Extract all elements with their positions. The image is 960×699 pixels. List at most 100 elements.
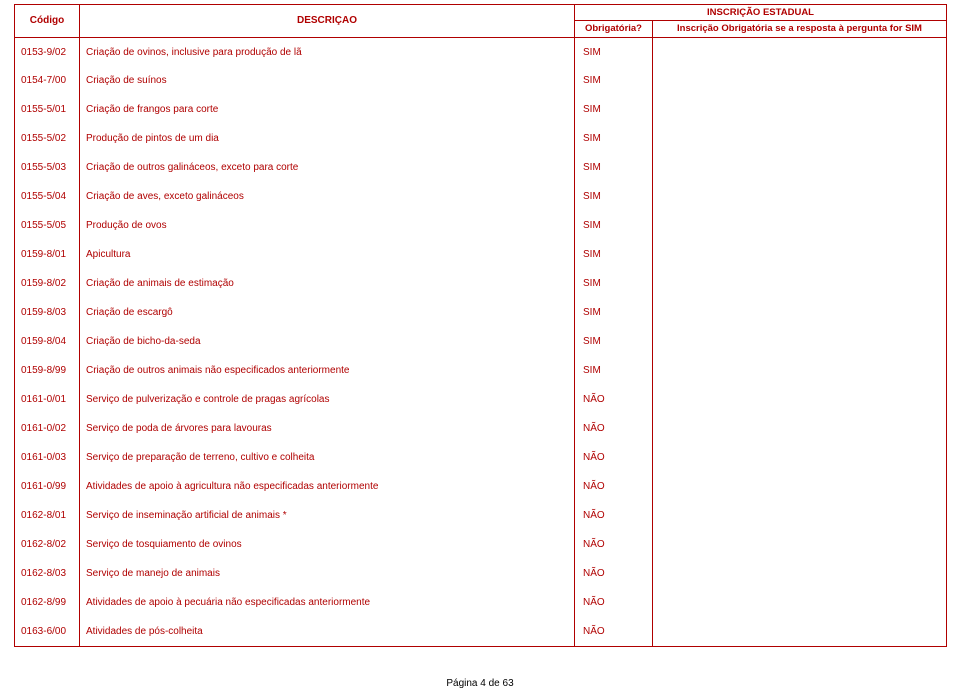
cell-obrigatoria: SIM: [575, 240, 653, 269]
cell-inscricao: [653, 95, 947, 124]
cell-inscricao: [653, 66, 947, 95]
cell-obrigatoria: SIM: [575, 269, 653, 298]
header-codigo: Código: [15, 5, 80, 38]
table-row: 0155-5/04Criação de aves, exceto galinác…: [15, 182, 947, 211]
cell-inscricao: [653, 37, 947, 66]
cell-codigo: 0162-8/03: [15, 559, 80, 588]
cell-descricao: Criação de bicho-da-seda: [80, 327, 575, 356]
cell-descricao: Criação de ovinos, inclusive para produç…: [80, 37, 575, 66]
cell-descricao: Criação de suínos: [80, 66, 575, 95]
cell-descricao: Serviço de pulverização e controle de pr…: [80, 385, 575, 414]
cell-codigo: 0162-8/02: [15, 530, 80, 559]
table-row: 0154-7/00Criação de suínosSIM: [15, 66, 947, 95]
cell-obrigatoria: SIM: [575, 95, 653, 124]
table-row: 0161-0/01Serviço de pulverização e contr…: [15, 385, 947, 414]
cell-inscricao: [653, 211, 947, 240]
cell-obrigatoria: NÃO: [575, 385, 653, 414]
header-obrigatoria: Obrigatória?: [575, 21, 653, 37]
table-header: Código DESCRIÇAO INSCRIÇÃO ESTADUAL Obri…: [15, 5, 947, 38]
cell-codigo: 0154-7/00: [15, 66, 80, 95]
cell-descricao: Criação de escargô: [80, 298, 575, 327]
cell-obrigatoria: SIM: [575, 211, 653, 240]
cell-descricao: Criação de frangos para corte: [80, 95, 575, 124]
table-row: 0155-5/02Produção de pintos de um diaSIM: [15, 124, 947, 153]
cell-descricao: Atividades de apoio à agricultura não es…: [80, 472, 575, 501]
cell-inscricao: [653, 588, 947, 617]
table-row: 0159-8/04Criação de bicho-da-sedaSIM: [15, 327, 947, 356]
cell-obrigatoria: SIM: [575, 153, 653, 182]
header-inscricao-resposta: Inscrição Obrigatória se a resposta à pe…: [653, 21, 947, 37]
cell-codigo: 0159-8/04: [15, 327, 80, 356]
cell-inscricao: [653, 298, 947, 327]
cell-inscricao: [653, 356, 947, 385]
cell-descricao: Serviço de manejo de animais: [80, 559, 575, 588]
cell-descricao: Produção de pintos de um dia: [80, 124, 575, 153]
table-row: 0161-0/99Atividades de apoio à agricultu…: [15, 472, 947, 501]
table-row: 0159-8/01ApiculturaSIM: [15, 240, 947, 269]
table-row: 0162-8/99Atividades de apoio à pecuária …: [15, 588, 947, 617]
cell-obrigatoria: NÃO: [575, 588, 653, 617]
cell-obrigatoria: SIM: [575, 298, 653, 327]
cell-descricao: Serviço de inseminação artificial de ani…: [80, 501, 575, 530]
table-row: 0161-0/02Serviço de poda de árvores para…: [15, 414, 947, 443]
cell-descricao: Criação de animais de estimação: [80, 269, 575, 298]
cell-codigo: 0155-5/01: [15, 95, 80, 124]
cell-descricao: Apicultura: [80, 240, 575, 269]
header-inscricao-estadual: INSCRIÇÃO ESTADUAL: [575, 5, 947, 21]
cell-obrigatoria: SIM: [575, 37, 653, 66]
cell-codigo: 0161-0/01: [15, 385, 80, 414]
cell-obrigatoria: NÃO: [575, 443, 653, 472]
cell-codigo: 0155-5/02: [15, 124, 80, 153]
cell-descricao: Serviço de preparação de terreno, cultiv…: [80, 443, 575, 472]
table-row: 0162-8/02Serviço de tosquiamento de ovin…: [15, 530, 947, 559]
table-row: 0159-8/03Criação de escargôSIM: [15, 298, 947, 327]
cell-inscricao: [653, 269, 947, 298]
cell-inscricao: [653, 182, 947, 211]
data-table: Código DESCRIÇAO INSCRIÇÃO ESTADUAL Obri…: [14, 4, 947, 647]
cell-codigo: 0159-8/02: [15, 269, 80, 298]
table-container: Código DESCRIÇAO INSCRIÇÃO ESTADUAL Obri…: [0, 0, 960, 647]
cell-inscricao: [653, 124, 947, 153]
table-row: 0159-8/02Criação de animais de estimação…: [15, 269, 947, 298]
cell-obrigatoria: SIM: [575, 356, 653, 385]
cell-codigo: 0159-8/03: [15, 298, 80, 327]
header-descricao: DESCRIÇAO: [80, 5, 575, 38]
cell-codigo: 0161-0/02: [15, 414, 80, 443]
cell-obrigatoria: SIM: [575, 182, 653, 211]
cell-codigo: 0161-0/03: [15, 443, 80, 472]
cell-descricao: Serviço de tosquiamento de ovinos: [80, 530, 575, 559]
cell-descricao: Produção de ovos: [80, 211, 575, 240]
table-row: 0155-5/01Criação de frangos para corteSI…: [15, 95, 947, 124]
cell-obrigatoria: SIM: [575, 327, 653, 356]
cell-obrigatoria: SIM: [575, 124, 653, 153]
cell-obrigatoria: NÃO: [575, 559, 653, 588]
cell-inscricao: [653, 559, 947, 588]
table-row: 0162-8/01Serviço de inseminação artifici…: [15, 501, 947, 530]
cell-obrigatoria: NÃO: [575, 530, 653, 559]
cell-inscricao: [653, 530, 947, 559]
cell-codigo: 0155-5/03: [15, 153, 80, 182]
table-row: 0163-6/00Atividades de pós-colheitaNÃO: [15, 617, 947, 646]
cell-codigo: 0162-8/99: [15, 588, 80, 617]
cell-codigo: 0153-9/02: [15, 37, 80, 66]
table-row: 0155-5/03Criação de outros galináceos, e…: [15, 153, 947, 182]
cell-codigo: 0155-5/04: [15, 182, 80, 211]
table-row: 0161-0/03Serviço de preparação de terren…: [15, 443, 947, 472]
cell-codigo: 0161-0/99: [15, 472, 80, 501]
cell-obrigatoria: NÃO: [575, 472, 653, 501]
cell-codigo: 0159-8/01: [15, 240, 80, 269]
cell-codigo: 0163-6/00: [15, 617, 80, 646]
table-body: 0153-9/02Criação de ovinos, inclusive pa…: [15, 37, 947, 646]
cell-codigo: 0162-8/01: [15, 501, 80, 530]
cell-inscricao: [653, 327, 947, 356]
cell-obrigatoria: SIM: [575, 66, 653, 95]
cell-descricao: Atividades de pós-colheita: [80, 617, 575, 646]
table-row: 0162-8/03Serviço de manejo de animaisNÃO: [15, 559, 947, 588]
cell-inscricao: [653, 385, 947, 414]
cell-descricao: Criação de outros galináceos, exceto par…: [80, 153, 575, 182]
cell-descricao: Atividades de apoio à pecuária não espec…: [80, 588, 575, 617]
table-row: 0159-8/99Criação de outros animais não e…: [15, 356, 947, 385]
cell-codigo: 0159-8/99: [15, 356, 80, 385]
cell-descricao: Serviço de poda de árvores para lavouras: [80, 414, 575, 443]
cell-obrigatoria: NÃO: [575, 617, 653, 646]
